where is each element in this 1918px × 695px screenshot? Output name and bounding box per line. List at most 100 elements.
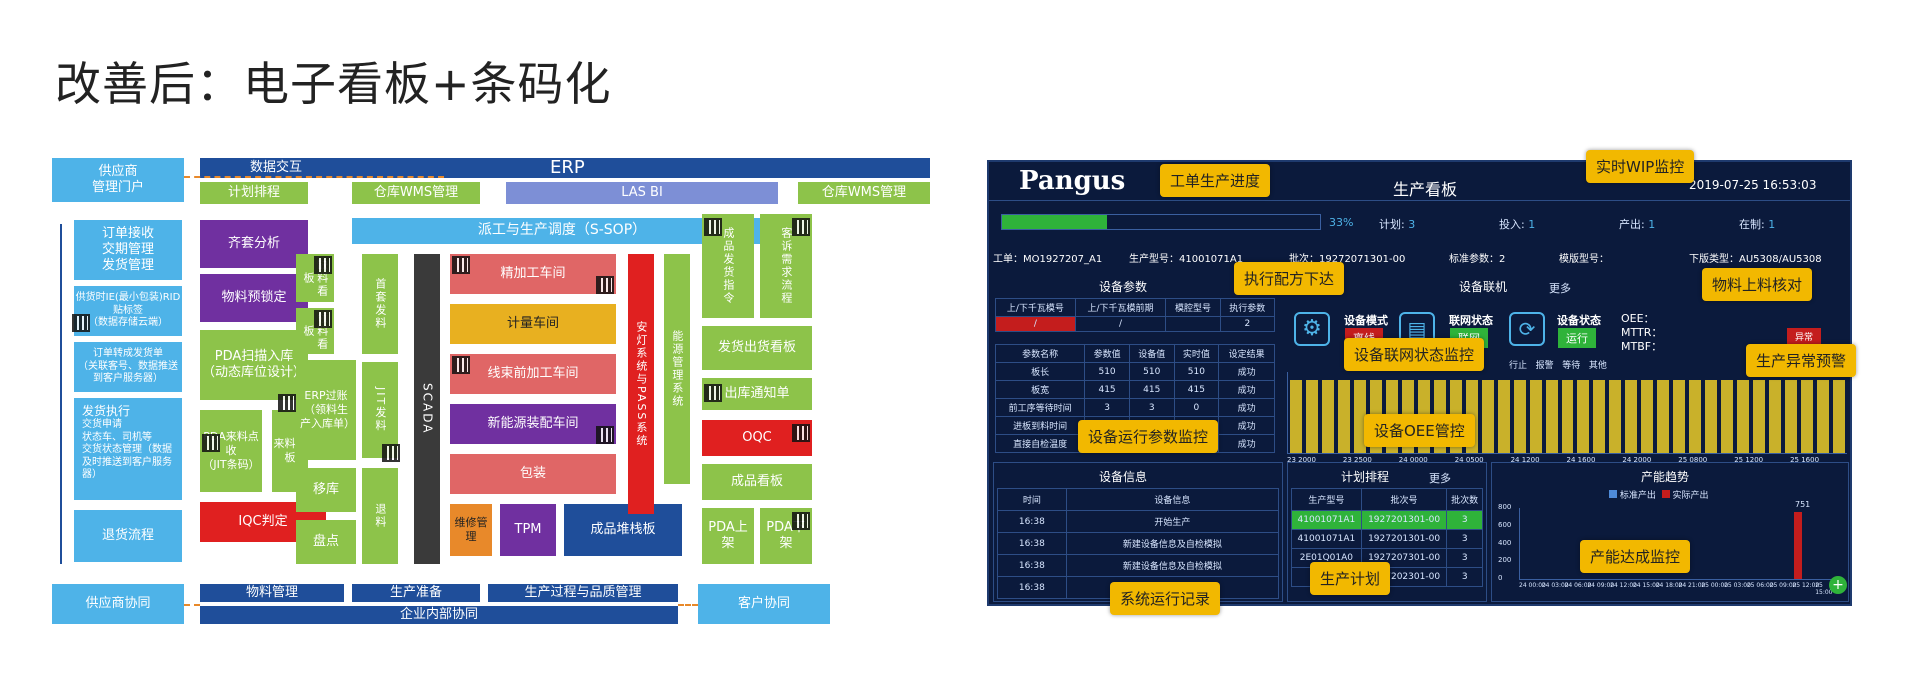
return-flow: 退货流程 [74,510,182,562]
table-row: 上/下千瓦模号 上/下千瓦模前期 模腔型号 执行参数 [995,298,1276,317]
x-tick-label: 25 12:00 [1792,582,1820,589]
callout-recipe: 执行配方下达 [1234,262,1345,295]
x-tick-label: 24 00:00 [1519,582,1546,589]
table-cell: 进板到料时间 [994,416,1086,435]
table-cell: / [995,316,1076,332]
x-tick-label: 24 15:00 [1632,582,1660,589]
plan-more-link[interactable]: 更多 [1429,472,1451,485]
qr-icon [278,394,296,412]
oee-bar [1290,380,1302,453]
qr-icon [596,426,614,444]
table-row: 参数名称 参数值 设备值 实时值 设定结果 [994,344,1275,363]
oee-bar [1753,380,1766,453]
table-cell: 510 [1128,362,1175,381]
legend-item: 报警 [1535,361,1554,371]
next-info: 下版类型：AU5308/AU5308 [1689,250,1822,265]
oee-x-axis: 23 2000 23 2500 24 0000 24 0500 24 1200 24 16… [1287,456,1847,468]
y-tick-label: 800 [1498,503,1512,511]
table-row: 41001071A1 1927201301-00 3 [1291,529,1483,549]
lasbi-box: LAS BI [506,182,778,204]
table-cell [1165,316,1221,332]
erp-label: ERP [550,158,585,178]
legend-item: 其他 [1588,361,1607,371]
legend-item: 实际产出 [1672,491,1709,501]
oee-bar [1705,380,1718,453]
batch-label: 批次： [1289,254,1319,265]
batch-value: 19272071301-00 [1319,254,1406,265]
qr-icon [792,512,810,530]
table-cell: 生产型号 [1291,488,1362,511]
mold-label: 模版型号： [1559,254,1609,265]
legend-item: 标准产出 [1619,491,1656,501]
dashboard-title: 生产看板 [1393,180,1458,199]
table-row: 前工序等待时间 3 3 0 成功 [994,398,1275,417]
material-lock-box: 物料预锁定 [200,274,308,322]
x-tick-label: 25 03:00 [1724,582,1751,589]
x-tick-label: 24 0500 [1454,456,1484,464]
y-tick-label: 200 [1498,556,1512,565]
table-cell: 上/下千瓦模前期 [1074,298,1167,317]
oee-bar [1833,380,1845,453]
oee-bar [1721,380,1734,453]
oee-bar [1785,380,1798,453]
table-cell: 板长 [994,362,1086,381]
table-cell: 16:38 [997,554,1067,577]
wo-value: MO1927207_A1 [1023,254,1103,265]
table-cell: 新建设备信息及自检模拟 [1065,532,1280,555]
callout-params: 设备运行参数监控 [1078,420,1219,453]
table-cell: 开始生产 [1065,510,1280,533]
energy-bar: 能源管理系统 [664,254,690,484]
oee-bar [1497,380,1510,453]
customer-collab: 客户协同 [698,584,830,624]
x-tick-label: 25 1200 [1734,456,1764,464]
table-cell: 板宽 [994,380,1086,399]
plan-label: 计划: [1379,218,1405,231]
table-row: 16:38 新建设备信息及自检模拟 [997,532,1280,555]
status-icon: ⟳ [1509,312,1545,346]
trend-chart: 800 600 400 200 0 [1498,503,1839,582]
wip-count-label: 在制: 1 [1739,216,1775,232]
table-cell: 1927201301-00 [1360,510,1448,530]
erp-post-box: ERP过账（领料生产入库单） [296,360,356,460]
input-count-label: 投入: 1 [1499,216,1535,232]
abnormal-badge: 异常 [1787,328,1822,345]
x-tick-label: 24 0000 [1398,456,1428,464]
oee-bar [1817,380,1830,453]
brand-logo: Pangus [1019,166,1126,196]
x-tick-label: 25 00:00 [1701,582,1729,589]
plan-box: 计划排程 [200,182,308,204]
production-dashboard: Pangus 生产看板 2019-07-25 16:53:03 33% 计划: … [987,160,1852,606]
y-tick-label: 400 [1498,538,1512,547]
qr-icon [72,314,90,332]
oee-bar [1609,380,1622,453]
table-row: 16:38 开始生产 [997,510,1280,533]
add-icon[interactable]: + [1829,576,1847,594]
table-cell: 上/下千瓦模号 [995,298,1076,317]
table-row: 41001071A1 1927201301-00 3 [1291,510,1483,530]
scada-bar: SCADA [414,254,440,564]
qr-icon [792,424,810,442]
trend-title: 产能趋势 [1641,470,1690,484]
table-cell: 3 [1446,510,1483,530]
table-cell: 16:38 [997,532,1067,555]
table-cell: 执行参数 [1219,298,1276,317]
legend-swatch [1661,490,1670,498]
process-quality: 生产过程与品质管理 [488,584,678,602]
y-tick-label: 600 [1498,520,1512,529]
model-label: 生产型号： [1129,254,1179,265]
oee-bar [1801,380,1814,453]
net-label: 联网状态 [1449,314,1493,327]
table-cell: 设备信息 [1065,488,1280,511]
trend-x-axis: 24 00:00 24 03:00 24 06:00 24 09:00 24 12:00… [1519,582,1839,596]
callout-material-check: 物料上料核对 [1702,268,1813,301]
x-tick-label: 24 18:00 [1655,582,1683,589]
model-info: 生产型号：41001071A1 [1129,250,1243,265]
table-row: 时间 设备信息 [997,488,1280,511]
next-label: 下版类型： [1689,254,1739,265]
oee-bar [1481,380,1494,453]
qr-icon [314,256,332,274]
std-info: 标准参数：2 [1449,250,1505,265]
more-link[interactable]: 更多 [1549,282,1571,295]
oee-bar [1673,380,1686,453]
oee-bar [1337,380,1350,453]
